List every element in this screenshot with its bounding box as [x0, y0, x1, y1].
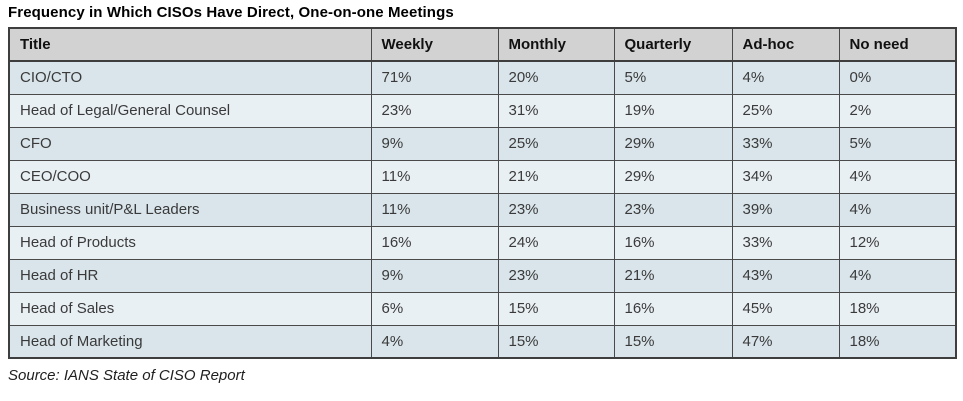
- cell-weekly: 9%: [370, 258, 499, 293]
- column-header-monthly: Monthly: [497, 27, 615, 62]
- cell-adhoc: 43%: [731, 258, 840, 293]
- table-row: Head of Products 16% 24% 16% 33% 12%: [8, 225, 957, 260]
- table-row: CIO/CTO 71% 20% 5% 4% 0%: [8, 60, 957, 95]
- cell-adhoc: 45%: [731, 291, 840, 326]
- cell-weekly: 11%: [370, 192, 499, 227]
- cell-quarterly: 29%: [613, 159, 733, 194]
- source-note: Source: IANS State of CISO Report: [8, 367, 245, 384]
- table-row: Head of HR 9% 23% 21% 43% 4%: [8, 258, 957, 293]
- cell-quarterly: 16%: [613, 291, 733, 326]
- column-header-weekly: Weekly: [370, 27, 499, 62]
- cell-quarterly: 19%: [613, 93, 733, 128]
- row-title: Head of Products: [8, 225, 372, 260]
- cell-monthly: 25%: [497, 126, 615, 161]
- cell-monthly: 24%: [497, 225, 615, 260]
- cell-weekly: 4%: [370, 324, 499, 359]
- meetings-frequency-table: Title Weekly Monthly Quarterly Ad-hoc No…: [8, 27, 957, 359]
- row-title: Head of HR: [8, 258, 372, 293]
- table-row: Head of Legal/General Counsel 23% 31% 19…: [8, 93, 957, 128]
- cell-weekly: 11%: [370, 159, 499, 194]
- cell-quarterly: 21%: [613, 258, 733, 293]
- column-header-noneed: No need: [838, 27, 957, 62]
- cell-adhoc: 34%: [731, 159, 840, 194]
- cell-quarterly: 16%: [613, 225, 733, 260]
- cell-weekly: 6%: [370, 291, 499, 326]
- cell-adhoc: 33%: [731, 225, 840, 260]
- cell-adhoc: 33%: [731, 126, 840, 161]
- column-header-adhoc: Ad-hoc: [731, 27, 840, 62]
- header-row: Title Weekly Monthly Quarterly Ad-hoc No…: [8, 27, 957, 62]
- cell-noneed: 5%: [838, 126, 957, 161]
- cell-adhoc: 25%: [731, 93, 840, 128]
- table-body: CIO/CTO 71% 20% 5% 4% 0% Head of Legal/G…: [8, 60, 957, 359]
- cell-adhoc: 4%: [731, 60, 840, 95]
- row-title: Business unit/P&L Leaders: [8, 192, 372, 227]
- cell-quarterly: 15%: [613, 324, 733, 359]
- cell-noneed: 18%: [838, 291, 957, 326]
- cell-weekly: 71%: [370, 60, 499, 95]
- row-title: CEO/COO: [8, 159, 372, 194]
- cell-noneed: 2%: [838, 93, 957, 128]
- cell-monthly: 20%: [497, 60, 615, 95]
- cell-quarterly: 29%: [613, 126, 733, 161]
- cell-noneed: 12%: [838, 225, 957, 260]
- figure-title: Frequency in Which CISOs Have Direct, On…: [8, 4, 454, 21]
- column-header-quarterly: Quarterly: [613, 27, 733, 62]
- cell-monthly: 15%: [497, 291, 615, 326]
- cell-noneed: 18%: [838, 324, 957, 359]
- cell-weekly: 16%: [370, 225, 499, 260]
- table-row: Head of Marketing 4% 15% 15% 47% 18%: [8, 324, 957, 359]
- cell-monthly: 15%: [497, 324, 615, 359]
- cell-noneed: 4%: [838, 192, 957, 227]
- cell-weekly: 23%: [370, 93, 499, 128]
- table-row: CEO/COO 11% 21% 29% 34% 4%: [8, 159, 957, 194]
- column-header-title: Title: [8, 27, 372, 62]
- cell-quarterly: 23%: [613, 192, 733, 227]
- cell-adhoc: 47%: [731, 324, 840, 359]
- table-header: Title Weekly Monthly Quarterly Ad-hoc No…: [8, 27, 957, 62]
- table-row: CFO 9% 25% 29% 33% 5%: [8, 126, 957, 161]
- cell-noneed: 0%: [838, 60, 957, 95]
- row-title: CIO/CTO: [8, 60, 372, 95]
- cell-monthly: 31%: [497, 93, 615, 128]
- cell-monthly: 23%: [497, 258, 615, 293]
- cell-noneed: 4%: [838, 159, 957, 194]
- row-title: Head of Sales: [8, 291, 372, 326]
- row-title: CFO: [8, 126, 372, 161]
- cell-monthly: 21%: [497, 159, 615, 194]
- table-row: Business unit/P&L Leaders 11% 23% 23% 39…: [8, 192, 957, 227]
- cell-noneed: 4%: [838, 258, 957, 293]
- cell-monthly: 23%: [497, 192, 615, 227]
- cell-adhoc: 39%: [731, 192, 840, 227]
- cell-weekly: 9%: [370, 126, 499, 161]
- table-row: Head of Sales 6% 15% 16% 45% 18%: [8, 291, 957, 326]
- figure-container: Frequency in Which CISOs Have Direct, On…: [8, 4, 957, 384]
- row-title: Head of Marketing: [8, 324, 372, 359]
- row-title: Head of Legal/General Counsel: [8, 93, 372, 128]
- cell-quarterly: 5%: [613, 60, 733, 95]
